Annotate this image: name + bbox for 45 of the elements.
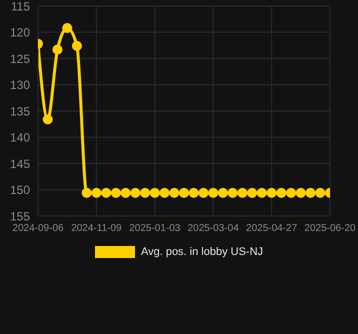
point xyxy=(82,188,92,198)
y-tick-label: 135 xyxy=(10,104,30,118)
x-tick-label: 2025-01-03 xyxy=(129,223,181,234)
y-tick-label: 145 xyxy=(10,156,30,171)
point xyxy=(315,188,326,198)
point xyxy=(72,40,82,51)
x-tick-label: 2025-04-27 xyxy=(246,223,298,234)
point xyxy=(286,188,296,198)
point xyxy=(276,188,286,198)
point xyxy=(237,188,248,198)
point xyxy=(110,188,121,198)
y-tick-label: 150 xyxy=(10,183,30,198)
x-tick-label: 2024-11-09 xyxy=(71,223,122,234)
point xyxy=(247,188,258,198)
point xyxy=(188,188,199,198)
y-tick-label: 125 xyxy=(10,52,30,66)
y-tick-label: 155 xyxy=(10,209,30,224)
y-tick-label: 120 xyxy=(10,26,30,40)
y-tick-label: 130 xyxy=(10,78,30,92)
point xyxy=(130,188,140,198)
point xyxy=(140,188,150,198)
point xyxy=(228,188,238,198)
legend-label: Avg. pos. in lobby US-NJ xyxy=(140,246,264,258)
x-tick-label: 2025-03-04 xyxy=(188,223,240,234)
point xyxy=(120,188,131,198)
point xyxy=(208,188,218,198)
x-tick-label: 2024-09-06 xyxy=(12,223,64,234)
point xyxy=(296,188,306,198)
y-tick-label: 140 xyxy=(10,130,30,145)
point xyxy=(42,114,53,124)
point xyxy=(266,188,277,198)
point xyxy=(198,188,208,198)
point xyxy=(150,188,160,198)
point xyxy=(62,23,72,34)
point xyxy=(179,188,189,198)
point xyxy=(52,44,62,55)
point xyxy=(91,188,102,198)
point xyxy=(306,188,316,198)
y-tick-label: 115 xyxy=(10,0,30,14)
point xyxy=(101,188,112,198)
x-tick-label: 2025-06-20 xyxy=(304,223,356,234)
point xyxy=(218,188,228,198)
point xyxy=(160,188,170,198)
point xyxy=(256,188,267,198)
point xyxy=(169,188,180,198)
